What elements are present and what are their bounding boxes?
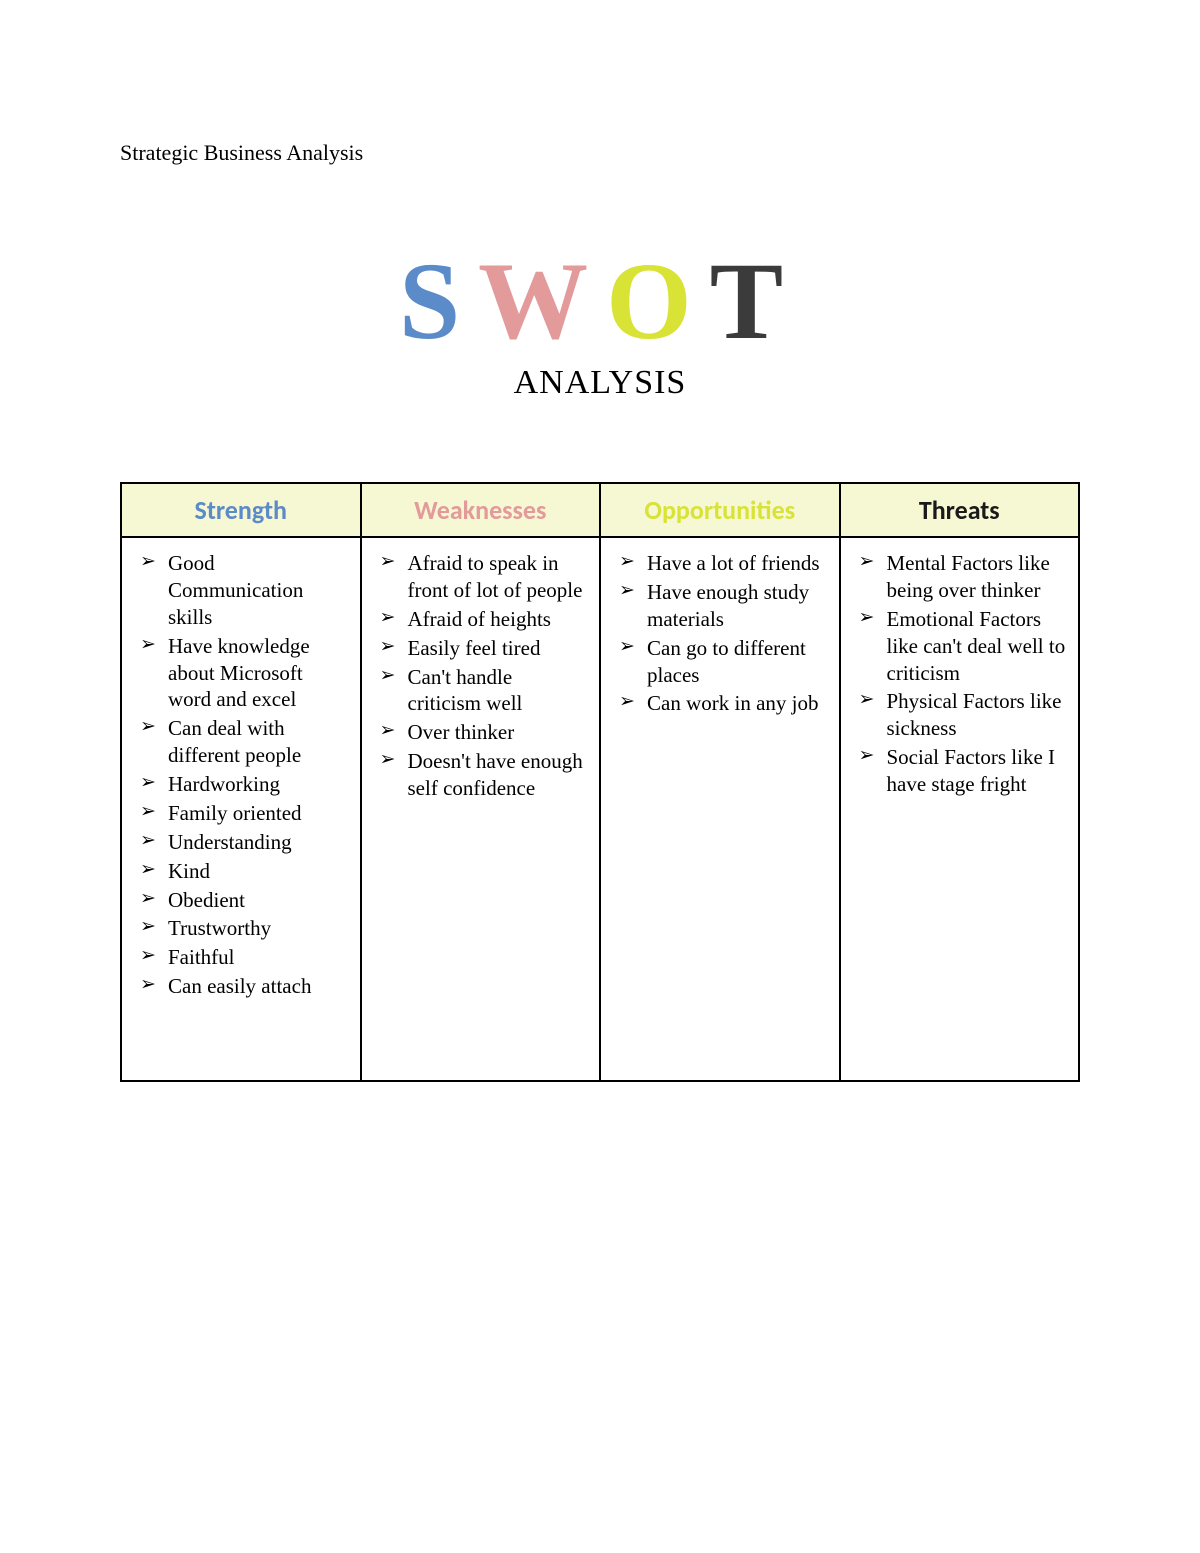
list-item: Family oriented bbox=[140, 800, 350, 827]
list-item: Afraid to speak in front of lot of peopl… bbox=[380, 550, 590, 604]
list-weaknesses: Afraid to speak in front of lot of peopl… bbox=[372, 550, 590, 802]
list-item: Physical Factors like sickness bbox=[859, 688, 1069, 742]
swot-body-row: Good Communication skillsHave knowledge … bbox=[121, 537, 1079, 1081]
list-item: Have a lot of friends bbox=[619, 550, 829, 577]
document-header: Strategic Business Analysis bbox=[120, 140, 1080, 166]
list-item: Easily feel tired bbox=[380, 635, 590, 662]
list-item: Faithful bbox=[140, 944, 350, 971]
list-item: Can deal with different people bbox=[140, 715, 350, 769]
list-opportunities: Have a lot of friendsHave enough study m… bbox=[611, 550, 829, 717]
list-item: Can go to different places bbox=[619, 635, 829, 689]
list-item: Good Communication skills bbox=[140, 550, 350, 631]
list-item: Can work in any job bbox=[619, 690, 829, 717]
list-item: Emotional Factors like can't deal well t… bbox=[859, 606, 1069, 687]
swot-letter-w: W bbox=[478, 240, 606, 362]
swot-header-row: Strength Weaknesses Opportunities Threat… bbox=[121, 483, 1079, 537]
list-item: Have knowledge about Microsoft word and … bbox=[140, 633, 350, 714]
list-item: Social Factors like I have stage fright bbox=[859, 744, 1069, 798]
swot-table: Strength Weaknesses Opportunities Threat… bbox=[120, 482, 1080, 1082]
swot-letter-s: S bbox=[399, 240, 478, 362]
swot-letter-t: T bbox=[710, 240, 801, 362]
list-item: Obedient bbox=[140, 887, 350, 914]
list-item: Understanding bbox=[140, 829, 350, 856]
header-strength: Strength bbox=[121, 483, 361, 537]
list-item: Can't handle criticism well bbox=[380, 664, 590, 718]
header-opportunities: Opportunities bbox=[600, 483, 840, 537]
list-item: Afraid of heights bbox=[380, 606, 590, 633]
cell-strength: Good Communication skillsHave knowledge … bbox=[121, 537, 361, 1081]
header-weaknesses: Weaknesses bbox=[361, 483, 601, 537]
list-item: Hardworking bbox=[140, 771, 350, 798]
list-item: Doesn't have enough self confidence bbox=[380, 748, 590, 802]
list-strength: Good Communication skillsHave knowledge … bbox=[132, 550, 350, 1000]
list-item: Over thinker bbox=[380, 719, 590, 746]
list-item: Can easily attach bbox=[140, 973, 350, 1000]
list-threats: Mental Factors like being over thinkerEm… bbox=[851, 550, 1069, 798]
swot-title: SWOT bbox=[120, 246, 1080, 356]
swot-letter-o: O bbox=[606, 240, 710, 362]
list-item: Trustworthy bbox=[140, 915, 350, 942]
list-item: Have enough study materials bbox=[619, 579, 829, 633]
cell-weaknesses: Afraid to speak in front of lot of peopl… bbox=[361, 537, 601, 1081]
page: Strategic Business Analysis SWOT ANALYSI… bbox=[0, 0, 1200, 1082]
cell-threats: Mental Factors like being over thinkerEm… bbox=[840, 537, 1080, 1081]
list-item: Kind bbox=[140, 858, 350, 885]
list-item: Mental Factors like being over thinker bbox=[859, 550, 1069, 604]
header-threats: Threats bbox=[840, 483, 1080, 537]
swot-subtitle: ANALYSIS bbox=[120, 364, 1080, 402]
cell-opportunities: Have a lot of friendsHave enough study m… bbox=[600, 537, 840, 1081]
